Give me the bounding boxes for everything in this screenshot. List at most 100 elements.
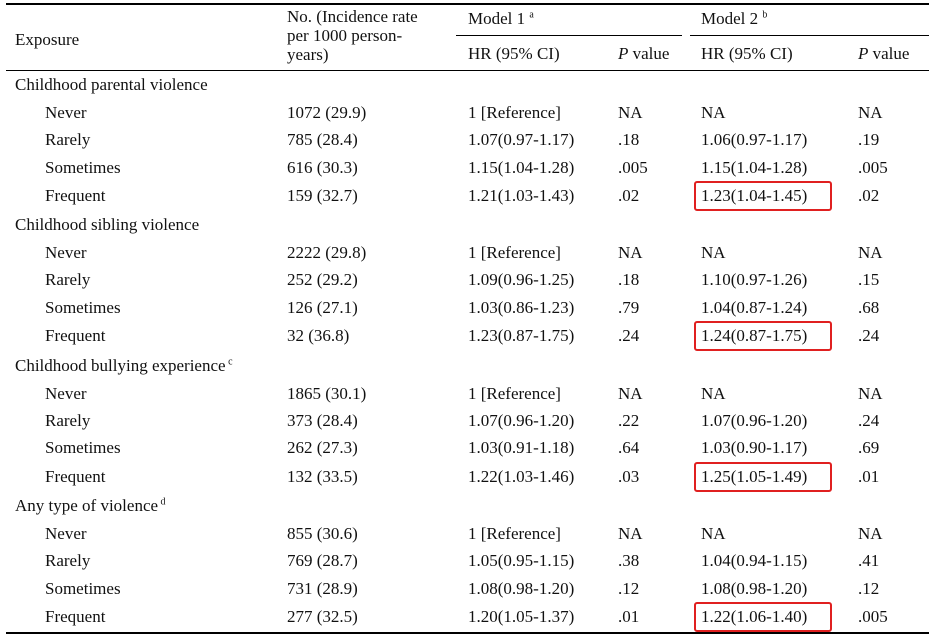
highlight-box <box>694 462 832 492</box>
cell-label: Frequent <box>45 326 106 345</box>
cell-hr2: 1.10(0.97-1.26) <box>701 270 808 289</box>
cell-p1: .005 <box>618 158 648 177</box>
cell-p1: .18 <box>618 130 640 149</box>
cell-hr2: 1.22(1.06-1.40) <box>701 607 808 626</box>
header-hr-model2: HR (95% CI) <box>701 44 793 63</box>
cell-p1: .02 <box>618 186 640 205</box>
cell-p1: .18 <box>618 270 640 289</box>
cell-hr2: NA <box>701 524 726 543</box>
group-title: Childhood parental violence <box>15 75 208 95</box>
cell-hr2: 1.07(0.96-1.20) <box>701 411 808 430</box>
cell-no: 262 (27.3) <box>287 438 358 457</box>
header-bottom-rule <box>6 70 929 71</box>
cell-p2: .02 <box>858 186 880 205</box>
header-p-word: value <box>628 44 670 63</box>
cell-hr2: 1.24(0.87-1.75) <box>701 326 808 345</box>
cell-no: 32 (36.8) <box>287 326 350 345</box>
header-hr-model1: HR (95% CI) <box>468 44 560 63</box>
cell-p2: .005 <box>858 607 888 626</box>
cell-hr2: NA <box>701 384 726 403</box>
cell-p2: NA <box>858 103 883 122</box>
cell-hr1: 1.09(0.96-1.25) <box>468 270 575 289</box>
cell-p2: NA <box>858 243 883 262</box>
cell-label: Rarely <box>45 270 91 289</box>
cell-label: Never <box>45 243 87 262</box>
cell-label: Sometimes <box>45 158 121 177</box>
group-title-text: Childhood parental violence <box>15 75 208 94</box>
cell-hr1: 1.23(0.87-1.75) <box>468 326 575 345</box>
cell-hr1: 1 [Reference] <box>468 524 561 543</box>
cell-no: 1865 (30.1) <box>287 384 367 403</box>
cell-hr1: 1.07(0.97-1.17) <box>468 130 575 149</box>
cell-no: 159 (32.7) <box>287 186 358 205</box>
cell-p1: .64 <box>618 438 640 457</box>
header-p-model2: P value <box>858 44 909 64</box>
cell-p1: .38 <box>618 551 640 570</box>
cell-p2: .24 <box>858 326 880 345</box>
header-p-word: value <box>868 44 910 63</box>
group-title-footnote: d <box>158 496 166 508</box>
cell-p2: NA <box>858 524 883 543</box>
cell-p1: .12 <box>618 579 640 598</box>
header-p-letter: P <box>858 44 869 63</box>
cell-p1: .79 <box>618 298 640 317</box>
highlight-box <box>694 321 832 351</box>
cell-no: 1072 (29.9) <box>287 103 367 122</box>
cell-hr1: 1.21(1.03-1.43) <box>468 186 575 205</box>
group-title-footnote: c <box>225 356 233 368</box>
cell-no: 616 (30.3) <box>287 158 358 177</box>
header-model1-label: Model 1 <box>468 9 526 28</box>
cell-p2: NA <box>858 384 883 403</box>
cell-p1: NA <box>618 103 643 122</box>
cell-p1: .22 <box>618 411 640 430</box>
cell-no: 855 (30.6) <box>287 524 358 543</box>
group-title: Any type of violence d <box>15 496 166 516</box>
cell-hr1: 1.22(1.03-1.46) <box>468 467 575 486</box>
header-model2-label: Model 2 <box>701 9 759 28</box>
group-title-text: Any type of violence <box>15 496 159 515</box>
cell-label: Frequent <box>45 607 106 626</box>
header-p-model1: P value <box>618 44 669 64</box>
cell-label: Sometimes <box>45 579 121 598</box>
cell-hr2: 1.15(1.04-1.28) <box>701 158 808 177</box>
header-exposure: Exposure <box>15 30 80 49</box>
header-p-letter: P <box>618 44 629 63</box>
group-title: Childhood sibling violence <box>15 215 199 235</box>
group-title-text: Childhood bullying experience <box>15 356 226 375</box>
cell-p2: .69 <box>858 438 880 457</box>
cell-label: Never <box>45 524 87 543</box>
header-model2-footnote: b <box>762 9 768 21</box>
cell-hr1: 1.05(0.95-1.15) <box>468 551 575 570</box>
cell-no: 132 (33.5) <box>287 467 358 486</box>
cell-p1: .24 <box>618 326 640 345</box>
highlight-box <box>694 602 832 632</box>
cell-hr2: 1.06(0.97-1.17) <box>701 130 808 149</box>
cell-hr2: 1.04(0.94-1.15) <box>701 551 808 570</box>
cell-p2: .41 <box>858 551 880 570</box>
cell-label: Frequent <box>45 186 106 205</box>
cell-hr1: 1.08(0.98-1.20) <box>468 579 575 598</box>
header-model2: Model 2 b <box>701 9 767 29</box>
header-model1: Model 1 a <box>468 9 534 29</box>
cell-no: 785 (28.4) <box>287 130 358 149</box>
cell-p1: NA <box>618 384 643 403</box>
highlight-box <box>694 181 832 211</box>
cell-hr2: NA <box>701 103 726 122</box>
group-title: Childhood bullying experience c <box>15 356 233 376</box>
table-bottom-rule <box>6 632 929 634</box>
cell-p2: .005 <box>858 158 888 177</box>
cell-hr2: 1.25(1.05-1.49) <box>701 467 808 486</box>
cell-p2: .68 <box>858 298 880 317</box>
cell-hr2: 1.23(1.04-1.45) <box>701 186 808 205</box>
cell-hr1: 1 [Reference] <box>468 243 561 262</box>
model1-underline <box>456 35 682 36</box>
cell-no: 252 (29.2) <box>287 270 358 289</box>
cell-hr2: 1.08(0.98-1.20) <box>701 579 808 598</box>
cell-no: 2222 (29.8) <box>287 243 367 262</box>
table-top-rule <box>6 3 929 5</box>
cell-hr1: 1.03(0.86-1.23) <box>468 298 575 317</box>
cell-no: 731 (28.9) <box>287 579 358 598</box>
header-model1-footnote: a <box>529 9 534 21</box>
cell-no: 373 (28.4) <box>287 411 358 430</box>
